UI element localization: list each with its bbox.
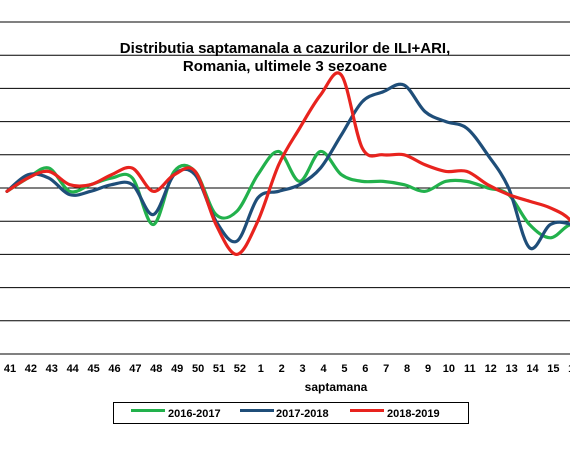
x-axis-label: saptamana [305, 380, 368, 394]
x-tick-label: 51 [213, 363, 225, 375]
x-tick-label: 5 [341, 363, 347, 375]
x-tick-label: 13 [505, 363, 517, 375]
x-tick-label: 6 [362, 363, 368, 375]
x-tick-label: 43 [46, 363, 58, 375]
x-tick-label: 1 [258, 363, 264, 375]
gridlines [0, 21, 570, 355]
legend-label-2018-2019: 2018-2019 [387, 408, 440, 420]
x-tick-label: 47 [129, 363, 141, 375]
x-tick-label: 15 [547, 363, 559, 375]
x-tick-label: 11 [464, 363, 476, 375]
x-tick-label: 46 [108, 363, 120, 375]
legend-swatch-2017-2018 [240, 409, 274, 412]
chart-title-line1: Distributia saptamanala a cazurilor de I… [119, 40, 451, 57]
series-line-2016-2017 [5, 149, 570, 240]
legend-label-2016-2017: 2016-2017 [168, 408, 221, 420]
x-tick-label: 50 [192, 363, 204, 375]
x-tick-label: 44 [67, 363, 80, 375]
x-tick-label: 12 [485, 363, 497, 375]
legend-swatch-2018-2019 [350, 409, 384, 412]
x-tick-label: 48 [150, 363, 162, 375]
chart-title: Distributia saptamanala a cazurilor de I… [0, 40, 570, 76]
x-tick-label: 49 [171, 363, 183, 375]
x-tick-label: 2 [279, 363, 285, 375]
legend-swatch-2016-2017 [131, 409, 165, 412]
chart-title-line2: Romania, ultimele 3 sezoane [182, 58, 388, 75]
x-tick-label: 9 [425, 363, 431, 375]
x-tick-label: 3 [300, 363, 306, 375]
series-lines [5, 71, 570, 256]
legend-label-2017-2018: 2017-2018 [276, 408, 329, 420]
x-tick-label: 16 [568, 363, 570, 375]
x-tick-label: 45 [87, 363, 99, 375]
x-tick-label: 7 [383, 363, 389, 375]
x-tick-label: 14 [526, 363, 539, 375]
series-line-2017-2018 [5, 82, 570, 251]
x-tick-label: 4 [320, 363, 327, 375]
x-tick-label: 8 [404, 363, 410, 375]
x-tick-label: 10 [443, 363, 455, 375]
series-line-2018-2019 [5, 71, 570, 256]
legend: 2016-2017 2017-2018 2018-2019 [113, 402, 469, 424]
x-tick-label: 42 [25, 363, 37, 375]
x-tick-label: 52 [234, 363, 246, 375]
x-tick-labels: 41 42 43 44 45 46 47 48 49 50 51 52 1 2 3 4 5 6 7 8 9 10 11 12 1… [4, 363, 570, 375]
x-tick-label: 41 [4, 363, 16, 375]
